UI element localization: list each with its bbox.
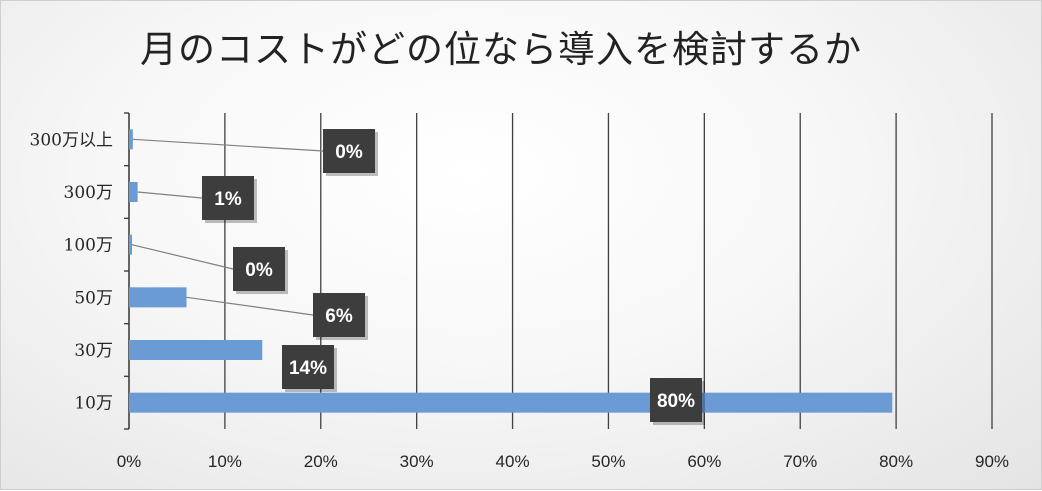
x-tick-label: 40% bbox=[496, 452, 530, 471]
x-tick-label: 90% bbox=[975, 452, 1009, 471]
chart-title: 月のコストがどの位なら導入を検討するか bbox=[140, 28, 862, 71]
data-label-box bbox=[313, 293, 365, 337]
bar bbox=[129, 340, 263, 360]
data-label: 14% bbox=[289, 358, 327, 379]
x-tick-label: 60% bbox=[687, 452, 721, 471]
x-tick-label: 50% bbox=[591, 452, 625, 471]
x-tick-label: 80% bbox=[879, 452, 913, 471]
bar bbox=[129, 129, 133, 150]
bar bbox=[129, 234, 132, 255]
data-label-box bbox=[233, 247, 285, 291]
x-tick-label: 70% bbox=[783, 452, 817, 471]
data-label: 6% bbox=[325, 306, 353, 327]
data-label: 1% bbox=[214, 189, 242, 210]
category-label: 300万以上 bbox=[30, 130, 113, 150]
leader-line bbox=[132, 138, 324, 152]
x-tick-label: 0% bbox=[117, 452, 142, 471]
data-label-box bbox=[323, 129, 375, 173]
leader-line bbox=[186, 296, 314, 316]
leader-line bbox=[137, 191, 203, 199]
data-label-box bbox=[202, 176, 254, 220]
data-label-box bbox=[282, 345, 334, 389]
category-label: 300万 bbox=[64, 183, 113, 203]
x-tick-label: 10% bbox=[208, 452, 242, 471]
category-label: 30万 bbox=[74, 341, 113, 361]
data-label: 0% bbox=[245, 260, 273, 281]
category-label: 10万 bbox=[74, 394, 113, 414]
x-tick-label: 30% bbox=[400, 452, 434, 471]
x-tick-label: 20% bbox=[304, 452, 338, 471]
data-label: 80% bbox=[657, 391, 695, 412]
data-label: 0% bbox=[335, 142, 363, 163]
bar bbox=[129, 392, 893, 413]
data-label-box bbox=[650, 378, 702, 422]
category-label: 100万 bbox=[64, 236, 113, 256]
bar bbox=[129, 287, 187, 308]
leader-line bbox=[131, 244, 234, 270]
bar bbox=[129, 182, 138, 202]
category-label: 50万 bbox=[74, 288, 113, 308]
